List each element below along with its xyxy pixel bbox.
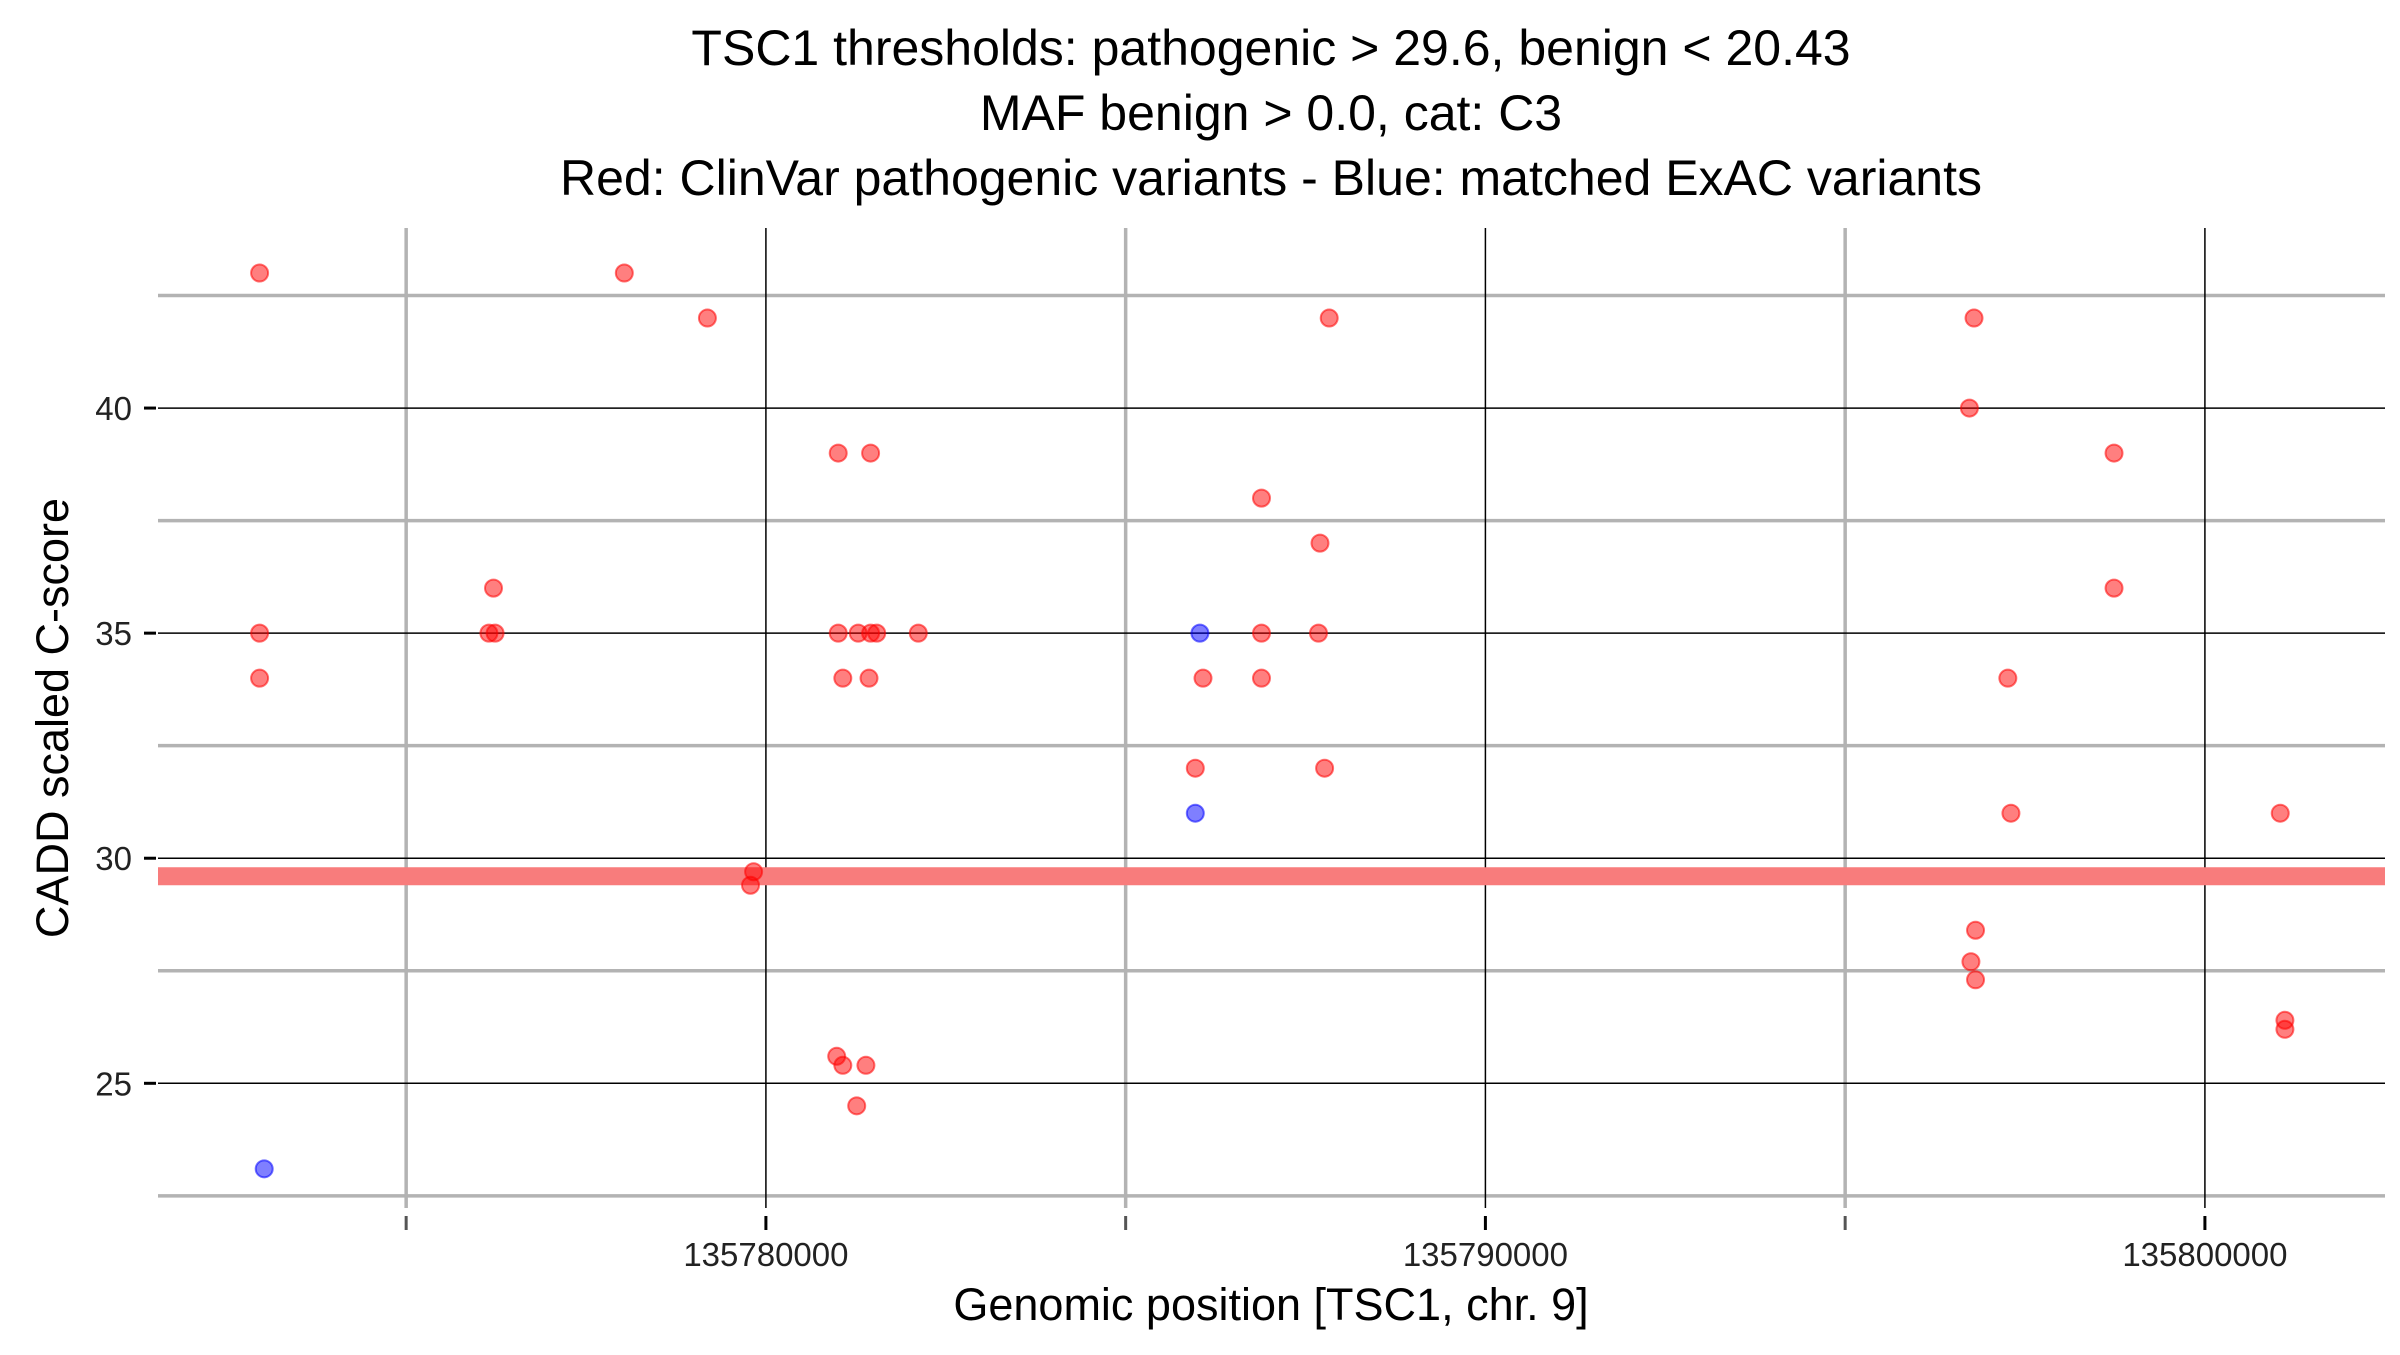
clinvar-point [1310,533,1330,553]
clinvar-point [1319,308,1339,328]
chart-title-line-3: Red: ClinVar pathogenic variants - Blue:… [560,150,1982,206]
clinvar-point [1251,668,1271,688]
chart-title-line-1: TSC1 thresholds: pathogenic > 29.6, beni… [691,20,1850,76]
clinvar-point [1959,398,1979,418]
exac-point [1190,623,1210,643]
x-tick-label: 135800000 [2122,1236,2287,1273]
x-tick-label: 135790000 [1403,1236,1568,1273]
clinvar-point [485,623,505,643]
clinvar-point [1315,758,1335,778]
clinvar-point [833,1055,853,1075]
clinvar-point [1998,668,2018,688]
clinvar-point [867,623,887,643]
clinvar-point [856,1055,876,1075]
clinvar-point [697,308,717,328]
y-tick-label: 30 [95,840,132,877]
exac-point [254,1159,274,1179]
clinvar-point [1961,952,1981,972]
x-axis-label: Genomic position [TSC1, chr. 9] [953,1279,1588,1330]
clinvar-point [1193,668,1213,688]
clinvar-point [828,443,848,463]
clinvar-point [1251,488,1271,508]
clinvar-point [1308,623,1328,643]
clinvar-point [614,263,634,283]
clinvar-point [741,875,761,895]
clinvar-point [2104,443,2124,463]
clinvar-point [250,623,270,643]
clinvar-point [2270,803,2290,823]
clinvar-point [2001,803,2021,823]
clinvar-point [250,668,270,688]
y-tick-label: 40 [95,390,132,427]
clinvar-point [1964,308,1984,328]
y-tick-label: 25 [95,1065,132,1102]
clinvar-point [2275,1019,2295,1039]
exac-point [1185,803,1205,823]
clinvar-point [1185,758,1205,778]
clinvar-point [859,668,879,688]
clinvar-point [250,263,270,283]
y-tick-label: 35 [95,615,132,652]
clinvar-point [1966,920,1986,940]
clinvar-point [847,1096,867,1116]
clinvar-point [833,668,853,688]
chart-title-line-2: MAF benign > 0.0, cat: C3 [980,85,1562,141]
clinvar-point [1251,623,1271,643]
clinvar-point [861,443,881,463]
y-axis-label: CADD scaled C-score [27,498,78,938]
x-tick-label: 135780000 [683,1236,848,1273]
clinvar-point [908,623,928,643]
clinvar-point [1966,970,1986,990]
clinvar-point [484,578,504,598]
clinvar-point [2104,578,2124,598]
clinvar-point [828,623,848,643]
